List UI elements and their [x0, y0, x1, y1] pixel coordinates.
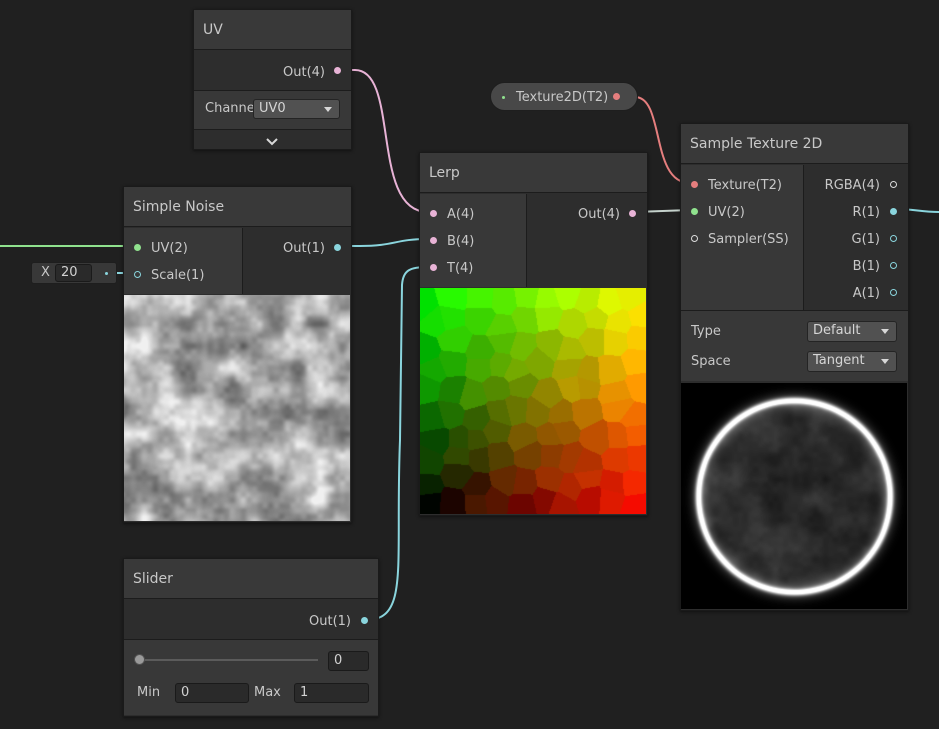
noise-scale-in-port[interactable] [134, 271, 141, 278]
slider-max-input[interactable]: 1 [294, 683, 369, 703]
wire-texture-to-sample[interactable] [620, 96, 691, 184]
slider-separator [124, 639, 378, 640]
uv-out-port[interactable] [334, 67, 341, 74]
sample-rgba-out-port[interactable] [890, 181, 897, 188]
sample-a-out-port[interactable] [890, 289, 897, 296]
slider-track[interactable] [139, 659, 318, 661]
sample-g-label: G(1) [851, 232, 881, 247]
sample-a-label: A(1) [852, 286, 880, 301]
dropdown-caret-icon [324, 107, 332, 112]
scale-input-field[interactable]: X 20 [31, 262, 117, 284]
uv-separator [194, 90, 351, 91]
slider-max-label: Max [254, 685, 281, 700]
lerp-preview [420, 288, 646, 514]
noise-scale-label: Scale(1) [151, 268, 205, 283]
slider-node-title: Slider [124, 559, 378, 599]
uv-node[interactable]: UV Out(4) Channe UV0 [193, 9, 352, 150]
sample-r-out-port[interactable] [890, 208, 897, 215]
noise-uv-in-port[interactable] [134, 244, 141, 251]
uv-out-label: Out(4) [283, 65, 325, 80]
sample-rgba-label: RGBA(4) [824, 178, 880, 193]
scale-field-dot-icon [105, 272, 108, 275]
slider-node[interactable]: Slider Out(1) 0 Min 0 Max 1 [123, 558, 379, 717]
uv-channel-value: UV0 [259, 101, 286, 116]
sample-type-label: Type [691, 324, 721, 339]
sample-uv-in-port[interactable] [691, 208, 698, 215]
texture-prop-label: Texture2D(T2) [516, 90, 609, 105]
sample-settings-separator [681, 310, 908, 311]
wire-slider-out-to-lerp-t[interactable] [365, 266, 429, 621]
sample-texture-label: Texture(T2) [708, 178, 782, 193]
slider-value-input[interactable]: 0 [328, 651, 369, 671]
dropdown-caret-icon [881, 359, 889, 364]
sample-column-separator [803, 165, 804, 310]
sample-type-value: Default [813, 323, 861, 338]
sample-texture-in-port[interactable] [691, 181, 698, 188]
simple-noise-node[interactable]: Simple Noise UV(2) Scale(1) Out(1) [123, 186, 352, 523]
lerp-b-label: B(4) [447, 234, 475, 249]
sample-uv-label: UV(2) [708, 205, 745, 220]
lerp-a-label: A(4) [447, 207, 475, 222]
sample-b-label: B(1) [852, 259, 880, 274]
uv-separator-2 [194, 129, 351, 130]
sample-space-dropdown[interactable]: Tangent [807, 351, 897, 372]
noise-out-port[interactable] [334, 244, 341, 251]
sample-type-dropdown[interactable]: Default [807, 321, 897, 342]
noise-out-label: Out(1) [283, 241, 325, 256]
noise-uv-label: UV(2) [151, 241, 188, 256]
sample-inputs-panel [681, 165, 803, 310]
slider-min-label: Min [137, 685, 161, 700]
lerp-node-title: Lerp [420, 153, 647, 193]
lerp-a-in-port[interactable] [430, 210, 437, 217]
sample-space-value: Tangent [813, 353, 865, 368]
dropdown-caret-icon [881, 329, 889, 334]
slider-min-input[interactable]: 0 [175, 683, 249, 703]
sample-node-title: Sample Texture 2D [681, 124, 908, 164]
sample-r-label: R(1) [852, 205, 880, 220]
wire-uv-out-to-lerp-a[interactable] [340, 69, 429, 213]
sample-g-out-port[interactable] [890, 235, 897, 242]
sample-sampler-in-port[interactable] [691, 235, 698, 242]
lerp-node[interactable]: Lerp A(4) B(4) T(4) Out(4) [419, 152, 648, 516]
noise-preview [124, 295, 350, 521]
noise-inputs-panel [124, 228, 242, 294]
sample-space-label: Space [691, 354, 731, 369]
noise-column-separator [242, 228, 243, 294]
sample-sampler-label: Sampler(SS) [708, 232, 789, 247]
property-dot-icon [502, 96, 505, 99]
slider-thumb[interactable] [134, 654, 145, 665]
uv-channel-label: Channe [205, 101, 255, 116]
lerp-t-in-port[interactable] [430, 264, 437, 271]
sample-texture-2d-node[interactable]: Sample Texture 2D Texture(T2) UV(2) Samp… [680, 123, 909, 611]
scale-value-input[interactable]: 20 [55, 264, 92, 282]
lerp-b-in-port[interactable] [430, 237, 437, 244]
lerp-column-separator [526, 194, 527, 287]
wire-noise-out-to-lerp-b[interactable] [340, 238, 429, 247]
sample-preview [681, 383, 907, 609]
sample-b-out-port[interactable] [890, 262, 897, 269]
chevron-down-icon[interactable] [265, 133, 279, 146]
lerp-out-port[interactable] [629, 210, 636, 217]
slider-out-label: Out(1) [309, 614, 351, 629]
lerp-inputs-panel [420, 194, 526, 287]
lerp-out-label: Out(4) [578, 207, 620, 222]
uv-channel-dropdown[interactable]: UV0 [253, 99, 340, 119]
lerp-t-label: T(4) [447, 261, 474, 276]
scale-axis-label: X [41, 265, 50, 280]
slider-out-port[interactable] [361, 617, 368, 624]
texture2d-property-node[interactable]: Texture2D(T2) [490, 82, 638, 111]
texture-prop-out-port[interactable] [613, 93, 620, 100]
uv-node-title: UV [194, 10, 351, 50]
noise-node-title: Simple Noise [124, 187, 351, 227]
